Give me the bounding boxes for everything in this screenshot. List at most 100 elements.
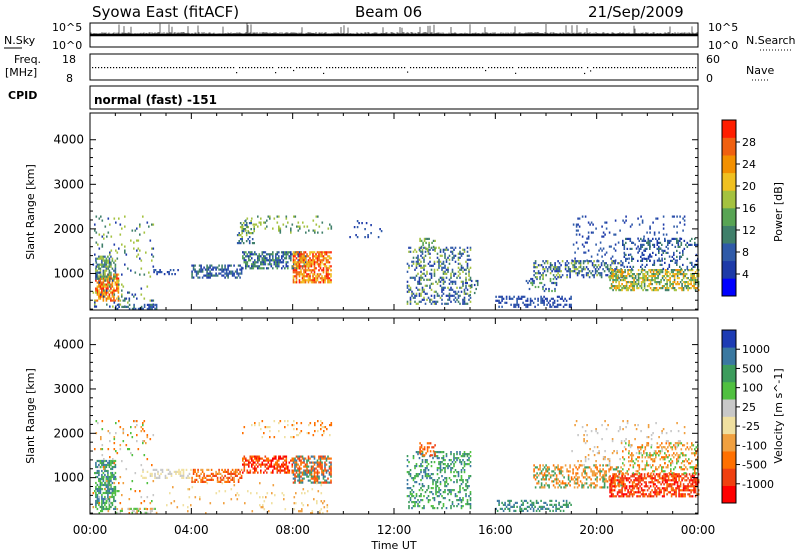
data-cell [417,475,419,478]
data-cell [282,251,285,254]
data-cell [306,265,308,268]
data-cell [666,289,668,292]
data-cell [306,475,308,478]
data-cell [641,259,644,262]
data-cell [276,463,279,466]
data-cell [457,294,460,297]
data-cell [594,264,597,267]
data-cell [433,262,436,265]
data-cell [618,277,620,280]
data-cell [682,253,684,256]
data-cell [633,279,635,282]
data-cell [429,491,431,494]
data-cell [439,280,442,283]
data-cell [267,253,270,256]
data-cell [303,253,305,256]
data-cell [194,264,196,267]
data-cell [646,285,649,288]
data-cell [113,297,115,300]
data-cell [247,238,249,241]
data-cell [106,482,108,485]
data-cell [426,497,428,500]
data-cell [107,217,110,220]
data-cell [552,277,555,281]
data-cell [660,281,662,284]
data-cell [469,278,472,281]
data-cell [411,495,413,498]
freq-dot [539,67,541,69]
data-cell [433,270,436,273]
data-cell [697,289,700,292]
data-cell [272,469,274,472]
data-cell [618,283,620,286]
data-cell [308,229,310,232]
data-cell [672,269,674,272]
data-cell [426,489,428,492]
data-cell [656,239,659,242]
data-cell [295,492,297,495]
data-cell [258,459,261,462]
data-cell [295,263,298,266]
data-cell [316,479,319,482]
data-cell [322,259,325,262]
data-cell [325,463,328,466]
data-cell [415,495,418,498]
data-cell [624,287,626,290]
data-cell [294,465,296,468]
data-cell [379,228,381,231]
data-cell [319,512,321,515]
data-cell [106,498,108,501]
data-cell [212,266,214,269]
data-cell [439,276,442,279]
data-cell [691,267,693,270]
data-cell [233,470,235,473]
data-cell [145,476,147,479]
data-cell [304,465,307,468]
data-cell [270,463,273,466]
data-cell [116,257,119,260]
data-cell [605,221,608,224]
data-cell [291,469,294,472]
data-cell [255,455,258,458]
data-cell [614,270,616,273]
data-cell [432,457,434,460]
data-cell [108,259,111,262]
data-cell [101,283,103,286]
data-cell [421,451,424,454]
data-cell [228,472,231,475]
data-cell [99,485,102,489]
data-cell [270,459,273,462]
data-cell [237,480,240,483]
data-cell [318,255,320,258]
data-cell [263,432,265,435]
data-cell [146,470,149,473]
data-cell [541,297,544,300]
data-cell [576,260,579,263]
data-cell [599,272,601,275]
data-cell [330,281,332,284]
freq-dot [407,71,409,73]
data-cell [116,273,118,276]
data-cell [423,505,425,508]
data-cell [322,471,325,474]
data-cell [209,272,211,275]
data-cell [116,490,119,493]
data-cell [429,298,431,301]
data-cell [533,262,535,265]
data-cell [693,285,695,288]
data-cell [631,241,633,244]
data-cell [312,263,314,266]
data-cell [499,301,502,304]
data-cell [533,281,535,285]
data-cell [248,257,250,260]
data-cell [676,269,679,272]
data-cell [451,288,454,291]
data-cell [207,268,210,271]
data-cell [646,241,648,244]
data-cell [687,277,689,280]
data-cell [294,251,297,254]
freq-dot [686,67,688,69]
data-cell [110,287,112,290]
data-cell [588,260,591,263]
data-cell [618,269,620,272]
